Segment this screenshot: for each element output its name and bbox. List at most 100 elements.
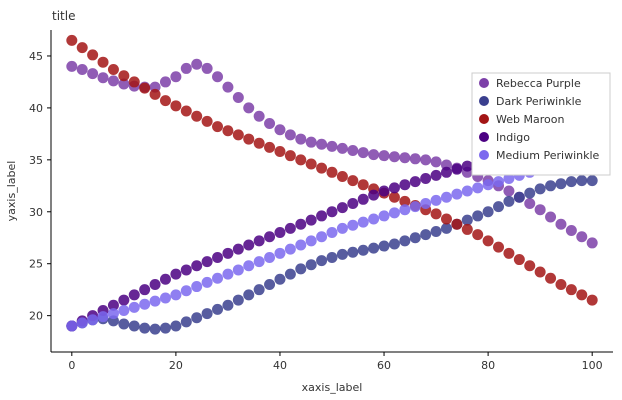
x-tick-label: 0 <box>68 359 75 372</box>
data-point <box>264 231 276 243</box>
data-point <box>430 169 442 181</box>
data-point <box>201 276 213 288</box>
data-point <box>76 317 88 329</box>
data-point <box>305 136 317 148</box>
data-point <box>399 179 411 191</box>
data-point <box>409 232 421 244</box>
data-point <box>555 178 567 190</box>
x-tick-label: 60 <box>377 359 391 372</box>
data-point <box>212 251 224 263</box>
data-point <box>243 260 255 272</box>
data-point <box>107 308 119 320</box>
legend: Rebecca Purple Dark Periwinkle Web Maroon I… <box>471 72 611 176</box>
data-point <box>482 179 494 191</box>
data-point <box>191 312 203 324</box>
data-point <box>253 137 265 149</box>
data-point <box>87 314 99 326</box>
data-point <box>118 78 130 90</box>
data-point <box>180 285 192 297</box>
data-point <box>222 268 234 280</box>
data-point <box>139 298 151 310</box>
data-point <box>191 58 203 70</box>
data-point <box>586 175 598 187</box>
data-point <box>326 166 338 178</box>
data-point <box>420 197 432 209</box>
data-point <box>139 82 151 94</box>
data-point <box>274 273 286 285</box>
legend-swatch <box>479 132 489 142</box>
data-point <box>222 125 234 137</box>
legend-frame <box>471 72 611 176</box>
data-point <box>284 222 296 234</box>
data-point <box>149 88 161 100</box>
data-point <box>253 284 265 296</box>
data-point <box>264 251 276 263</box>
data-point <box>388 238 400 250</box>
data-point <box>87 68 99 80</box>
data-point <box>534 266 546 278</box>
data-point <box>347 219 359 231</box>
data-point <box>440 191 452 203</box>
legend-label: Indigo <box>496 131 530 144</box>
data-point <box>274 124 286 136</box>
data-point <box>555 218 567 230</box>
data-point <box>461 214 473 226</box>
data-point <box>316 231 328 243</box>
data-point <box>170 268 182 280</box>
data-point <box>357 193 369 205</box>
data-point <box>128 289 140 301</box>
legend-swatch <box>479 78 489 88</box>
data-point <box>170 100 182 112</box>
data-point <box>388 182 400 194</box>
data-point <box>264 141 276 153</box>
data-point <box>212 71 224 83</box>
data-point <box>222 299 234 311</box>
data-point <box>555 278 567 290</box>
data-point <box>357 216 369 228</box>
data-point <box>191 281 203 293</box>
data-point <box>274 247 286 259</box>
x-tick-label: 80 <box>481 359 495 372</box>
chart-title: title <box>52 9 75 23</box>
data-point <box>378 185 390 197</box>
data-point <box>461 223 473 235</box>
data-point <box>545 211 557 223</box>
data-point <box>316 210 328 222</box>
x-tick-label: 40 <box>273 359 287 372</box>
data-point <box>534 183 546 195</box>
data-point <box>503 247 515 259</box>
y-axis-ticks: 20 25 30 35 40 45 <box>29 50 51 323</box>
legend-swatch <box>479 150 489 160</box>
data-point <box>472 229 484 241</box>
data-point <box>243 133 255 145</box>
data-point <box>66 320 78 332</box>
data-point <box>420 173 432 185</box>
data-point <box>357 147 369 159</box>
data-point <box>118 304 130 316</box>
data-point <box>201 115 213 127</box>
y-tick-label: 45 <box>29 50 43 63</box>
data-point <box>336 248 348 260</box>
data-point <box>295 133 307 145</box>
data-point <box>118 70 130 82</box>
data-point <box>524 260 536 272</box>
data-point <box>576 175 588 187</box>
data-point <box>180 264 192 276</box>
x-tick-label: 20 <box>169 359 183 372</box>
data-point <box>586 237 598 249</box>
data-point <box>430 226 442 238</box>
legend-label: Web Maroon <box>496 113 564 126</box>
y-axis-title: yaxis_label <box>5 161 18 222</box>
data-point <box>576 231 588 243</box>
data-point <box>399 204 411 216</box>
data-point <box>305 259 317 271</box>
data-point <box>191 260 203 272</box>
data-point <box>97 56 109 68</box>
data-point <box>316 255 328 267</box>
data-point <box>357 244 369 256</box>
data-point <box>565 284 577 296</box>
data-point <box>451 163 463 175</box>
data-point <box>503 173 515 185</box>
data-point <box>399 152 411 164</box>
data-point <box>305 235 317 247</box>
